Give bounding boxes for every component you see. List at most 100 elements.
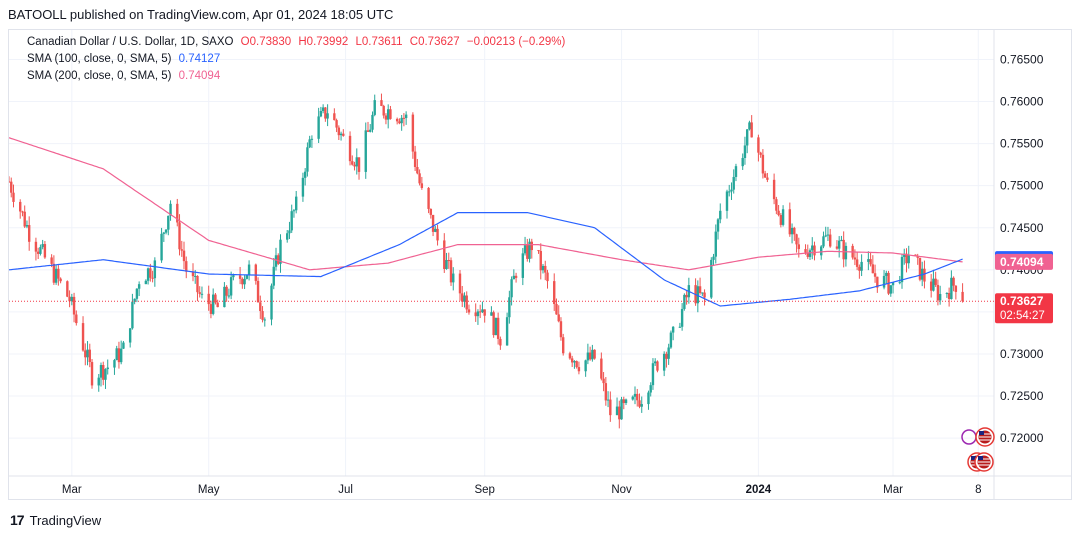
candle-body bbox=[505, 317, 509, 346]
sma100-legend-row[interactable]: SMA (100, close, 0, SMA, 5) 0.74127 bbox=[27, 53, 224, 65]
candle-body bbox=[553, 281, 556, 305]
candle-body bbox=[494, 317, 498, 336]
candle-body bbox=[400, 117, 403, 124]
candle-body bbox=[102, 365, 105, 380]
candle-body bbox=[99, 365, 103, 378]
x-tick-label: 8 bbox=[975, 484, 981, 496]
candle-body bbox=[716, 219, 720, 232]
candle-body bbox=[106, 367, 109, 370]
candle-body bbox=[176, 203, 179, 223]
candle-body bbox=[593, 349, 596, 359]
candle-body bbox=[808, 250, 812, 257]
candle-body bbox=[474, 312, 477, 317]
candle-body bbox=[50, 257, 53, 264]
candle-body bbox=[476, 311, 480, 317]
candle-body bbox=[918, 257, 922, 280]
candle-body bbox=[333, 113, 336, 121]
x-tick-label: 2024 bbox=[746, 484, 772, 496]
brand-name: TradingView bbox=[29, 512, 102, 528]
candle-body bbox=[247, 264, 251, 276]
candle-body bbox=[651, 363, 655, 386]
candle-body bbox=[952, 277, 955, 286]
candle-body bbox=[710, 259, 713, 298]
candle-body bbox=[604, 383, 608, 401]
change-value: −0.00213 (−0.29%) bbox=[466, 36, 566, 48]
candle-body bbox=[223, 286, 226, 308]
candle-body bbox=[436, 228, 439, 241]
candle-body bbox=[196, 275, 199, 293]
sma200-legend-row[interactable]: SMA (200, close, 0, SMA, 5) 0.74094 bbox=[27, 70, 224, 82]
candle-body bbox=[348, 135, 352, 162]
open-value: O0.73830 bbox=[240, 36, 292, 48]
candle-body bbox=[759, 152, 762, 155]
symbol-legend-row: Canadian Dollar / U.S. Dollar, 1D, SAXO … bbox=[27, 36, 569, 48]
us-flag-icon-3-canton bbox=[978, 456, 983, 460]
candle-body bbox=[671, 326, 675, 333]
candle-body bbox=[39, 247, 42, 254]
candle-body bbox=[25, 225, 29, 227]
candle-body bbox=[898, 282, 901, 284]
sma200-line bbox=[9, 137, 963, 271]
candle-body bbox=[844, 245, 848, 260]
candle-body bbox=[934, 278, 937, 285]
candle-body bbox=[512, 275, 516, 280]
candle-body bbox=[335, 120, 338, 128]
x-tick-label: Sep bbox=[474, 484, 494, 496]
candle-body bbox=[232, 275, 235, 278]
candle-body bbox=[355, 157, 358, 167]
candle-body bbox=[530, 241, 533, 251]
candle-body bbox=[137, 284, 141, 289]
symbol-title[interactable]: Canadian Dollar / U.S. Dollar, 1D, SAXO bbox=[27, 36, 234, 48]
candle-body bbox=[81, 323, 85, 351]
candle-body bbox=[303, 171, 307, 178]
candle-body bbox=[620, 399, 623, 420]
candle-body bbox=[326, 113, 329, 119]
candle-body bbox=[669, 332, 673, 348]
candle-body bbox=[638, 400, 641, 407]
candle-body bbox=[790, 227, 794, 235]
candle-body bbox=[683, 294, 686, 309]
candle-body bbox=[369, 129, 372, 132]
candle-body bbox=[66, 281, 69, 297]
candle-body bbox=[606, 399, 610, 401]
candle-body bbox=[319, 110, 323, 117]
candle-body bbox=[653, 361, 657, 364]
candle-body bbox=[496, 317, 500, 339]
candle-body bbox=[429, 208, 433, 215]
candle-body bbox=[366, 130, 370, 132]
candle-body bbox=[443, 240, 446, 269]
candlestick-chart[interactable]: 0.76500 0.76000 0.75500 0.75000 0.74500 0.740… bbox=[9, 30, 1071, 499]
x-tick-label: Mar bbox=[883, 484, 903, 496]
price-axis-label-bg bbox=[995, 293, 1053, 324]
high-value: H0.73992 bbox=[298, 36, 349, 48]
candle-body bbox=[602, 378, 605, 384]
candle-body bbox=[667, 347, 670, 359]
footer-brand[interactable]: 17 TradingView bbox=[10, 512, 101, 528]
candle-body bbox=[521, 253, 525, 278]
candle-body bbox=[559, 321, 563, 338]
candle-body bbox=[317, 116, 320, 139]
candle-body bbox=[822, 236, 825, 247]
y-tick-label: 0.72500 bbox=[1000, 389, 1044, 403]
candle-body bbox=[591, 349, 594, 360]
y-tick-label: 0.72000 bbox=[1000, 431, 1044, 445]
candle-body bbox=[214, 294, 217, 303]
candle-body bbox=[732, 176, 735, 190]
candle-body bbox=[117, 348, 121, 363]
candle-body bbox=[386, 109, 390, 120]
candle-body bbox=[907, 254, 910, 264]
candle-body bbox=[703, 292, 706, 298]
candle-body bbox=[160, 233, 163, 261]
candle-body bbox=[272, 266, 275, 286]
candle-body bbox=[162, 232, 166, 234]
candle-body bbox=[795, 234, 798, 245]
candle-body bbox=[207, 293, 210, 305]
candle-body bbox=[745, 129, 749, 146]
candle-body bbox=[869, 259, 872, 265]
candle-body bbox=[384, 115, 388, 120]
candle-body bbox=[719, 210, 722, 220]
chart-frame[interactable]: 0.76500 0.76000 0.75500 0.75000 0.74500 0.740… bbox=[8, 29, 1072, 500]
candle-body bbox=[241, 278, 244, 285]
candle-body bbox=[198, 292, 201, 294]
candle-body bbox=[820, 246, 823, 256]
